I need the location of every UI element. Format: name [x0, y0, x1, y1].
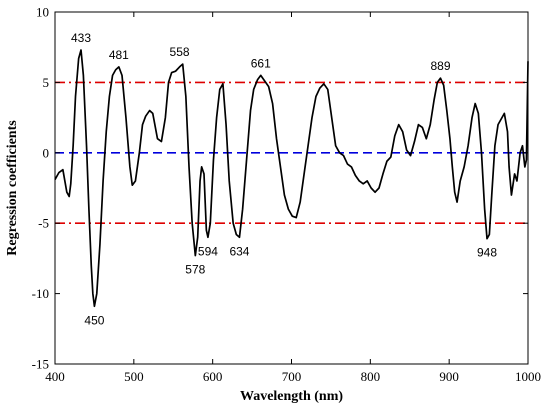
peak-label: 481 — [109, 48, 129, 62]
plot-area — [55, 12, 528, 364]
y-tick-label: 0 — [43, 145, 50, 160]
y-tick-label: 10 — [36, 5, 49, 20]
peak-label: 450 — [84, 313, 104, 327]
y-tick-label: -15 — [32, 357, 49, 372]
x-tick-label: 1000 — [515, 369, 541, 384]
y-axis-title: Regression coefficients — [5, 120, 20, 256]
peak-label: 661 — [251, 56, 271, 70]
peak-annotations: 433 481 558 661 889 450 578 594 634 948 — [71, 31, 497, 327]
x-tick-label: 600 — [203, 369, 223, 384]
peak-label: 948 — [477, 246, 497, 260]
x-tick-label: 900 — [439, 369, 459, 384]
reference-lines — [55, 81, 528, 224]
y-tick-label: 5 — [43, 75, 50, 90]
peak-label: 594 — [198, 244, 218, 258]
x-tick-label: 700 — [282, 369, 302, 384]
series-line — [54, 49, 529, 308]
x-tick-label: 500 — [124, 369, 144, 384]
peak-label: 433 — [71, 31, 91, 45]
peak-label: 578 — [185, 263, 205, 277]
x-axis-title: Wavelength (nm) — [240, 389, 343, 404]
series-layer — [54, 49, 529, 308]
x-tick-label: 800 — [361, 369, 381, 384]
x-tick-label: 400 — [45, 369, 65, 384]
y-axis: -15 -10 -5 0 5 10 — [32, 5, 528, 372]
peak-label: 634 — [229, 244, 249, 258]
y-tick-label: -5 — [38, 216, 49, 231]
y-tick-label: -10 — [32, 286, 49, 301]
peak-label: 889 — [430, 59, 450, 73]
x-axis: 400 500 600 700 800 900 1000 — [45, 12, 541, 384]
peak-label: 558 — [170, 45, 190, 59]
